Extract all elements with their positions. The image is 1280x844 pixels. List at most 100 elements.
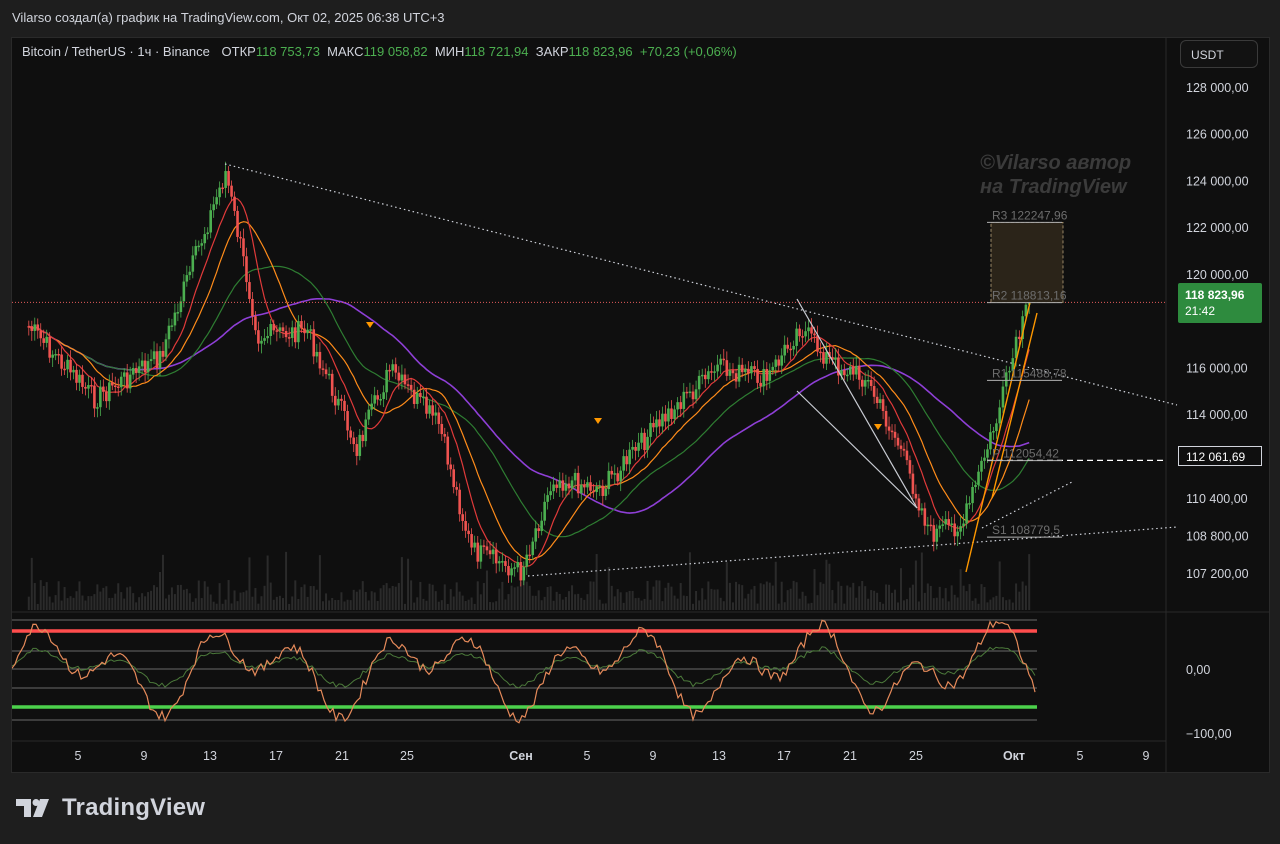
volume-bar: [670, 586, 673, 610]
volume-bar: [804, 595, 807, 610]
volume-bar: [592, 581, 595, 610]
candle-body: [455, 487, 458, 490]
volume-bar: [528, 585, 531, 610]
candle-body: [983, 457, 986, 461]
signal-marker: [366, 322, 374, 328]
ascending-trendline[interactable]: [527, 526, 1178, 577]
candle-body: [176, 312, 180, 314]
volume-bar: [531, 595, 534, 610]
volume-bar: [876, 592, 879, 610]
volume-bar: [300, 587, 303, 610]
candle-body: [188, 271, 192, 276]
candle-body: [765, 368, 769, 381]
volume-bar: [861, 581, 864, 610]
candle-body: [710, 371, 713, 373]
volume-bar: [230, 603, 233, 610]
candle-body: [986, 449, 989, 458]
candle-body: [224, 171, 227, 188]
y-tick-label: 126 000,00: [1186, 128, 1249, 142]
volume-bar: [998, 561, 1001, 610]
volume-bar: [580, 597, 583, 610]
candle-body: [798, 328, 801, 337]
candle-body: [497, 561, 501, 564]
candle-body: [27, 326, 31, 328]
orange-channel-left[interactable]: [965, 293, 1033, 573]
candle-body: [1014, 336, 1018, 359]
volume-bar: [914, 560, 917, 610]
candle-body: [149, 359, 153, 362]
ma-long-line: [28, 298, 1030, 514]
symbol-label[interactable]: Bitcoin / TetherUS · 1ч · Binance: [22, 44, 210, 59]
volume-bar: [920, 552, 923, 610]
volume-bar: [403, 603, 406, 610]
volume-bar: [899, 568, 902, 610]
candle-body: [422, 396, 425, 399]
volume-bar: [679, 583, 682, 610]
candle-body: [105, 391, 108, 402]
candle-body: [96, 407, 99, 409]
chart-panel[interactable]: 128 000,00 126 000,00 124 000,00 122 000,00…: [11, 37, 1270, 773]
candle-body: [643, 432, 646, 451]
volume-bar: [303, 584, 306, 610]
channel-lower-line[interactable]: [796, 390, 918, 509]
volume-bar: [834, 603, 837, 610]
candle-body: [479, 545, 483, 562]
candle-body: [869, 380, 873, 387]
volume-bar: [695, 590, 698, 610]
candle-body: [194, 246, 198, 256]
y-tick-label: 108 800,00: [1186, 530, 1249, 544]
currency-button[interactable]: USDT: [1180, 40, 1258, 68]
volume-bar: [45, 582, 48, 610]
volume-bar: [831, 590, 834, 610]
volume-bar: [227, 580, 230, 610]
candle-body: [848, 366, 852, 375]
volume-bar: [108, 597, 111, 610]
volume-bar: [170, 587, 173, 610]
volume-bar: [567, 591, 570, 610]
candle-body: [673, 409, 676, 419]
volume-bar: [282, 598, 284, 610]
short-trendline[interactable]: [981, 481, 1073, 529]
watermark-line-1: ©Vilarso автор: [980, 152, 1132, 174]
orange-channel-right[interactable]: [991, 312, 1038, 499]
volume-bar: [325, 593, 328, 610]
candle-body: [688, 391, 692, 394]
volume-bar: [66, 598, 69, 610]
volume-bar: [507, 594, 510, 610]
candle-body: [473, 542, 476, 548]
volume-bar: [941, 598, 944, 610]
volume-bar: [891, 592, 894, 610]
volume-bar: [807, 603, 810, 610]
volume-bar: [932, 598, 935, 610]
horizontal-line-tag[interactable]: 112 061,69: [1178, 446, 1262, 466]
candle-body: [78, 374, 81, 383]
candle-body: [507, 565, 510, 576]
volume-bar: [601, 603, 604, 610]
volume-bar: [643, 598, 646, 610]
volume-bar: [99, 591, 102, 610]
volume-bar: [965, 591, 968, 610]
candle-body: [896, 437, 900, 446]
channel-upper-line[interactable]: [796, 298, 918, 509]
candle-body: [321, 368, 325, 370]
price-chart-svg[interactable]: 128 000,00 126 000,00 124 000,00 122 000,00…: [12, 38, 1269, 772]
volume-bar: [364, 591, 367, 610]
author-watermark: ©Vilarso автор на TradingView: [980, 151, 1170, 199]
candle-body: [318, 351, 322, 369]
candle-body: [846, 374, 849, 377]
volume-bar: [36, 603, 39, 610]
volume-bar: [185, 588, 188, 610]
volume-bar: [197, 580, 200, 610]
candle-body: [822, 352, 825, 364]
candle-body: [980, 460, 983, 472]
volume-bar: [950, 585, 953, 610]
tradingview-brand[interactable]: TradingView: [16, 794, 205, 822]
descending-trendline[interactable]: [224, 163, 1178, 406]
volume-bar: [768, 582, 771, 610]
volume-bar: [257, 603, 260, 610]
candle-body: [753, 366, 756, 369]
volume-bar: [120, 592, 123, 610]
volume-bar: [546, 586, 549, 610]
y-tick-label: 124 000,00: [1186, 174, 1249, 188]
volume-bar: [379, 588, 382, 610]
